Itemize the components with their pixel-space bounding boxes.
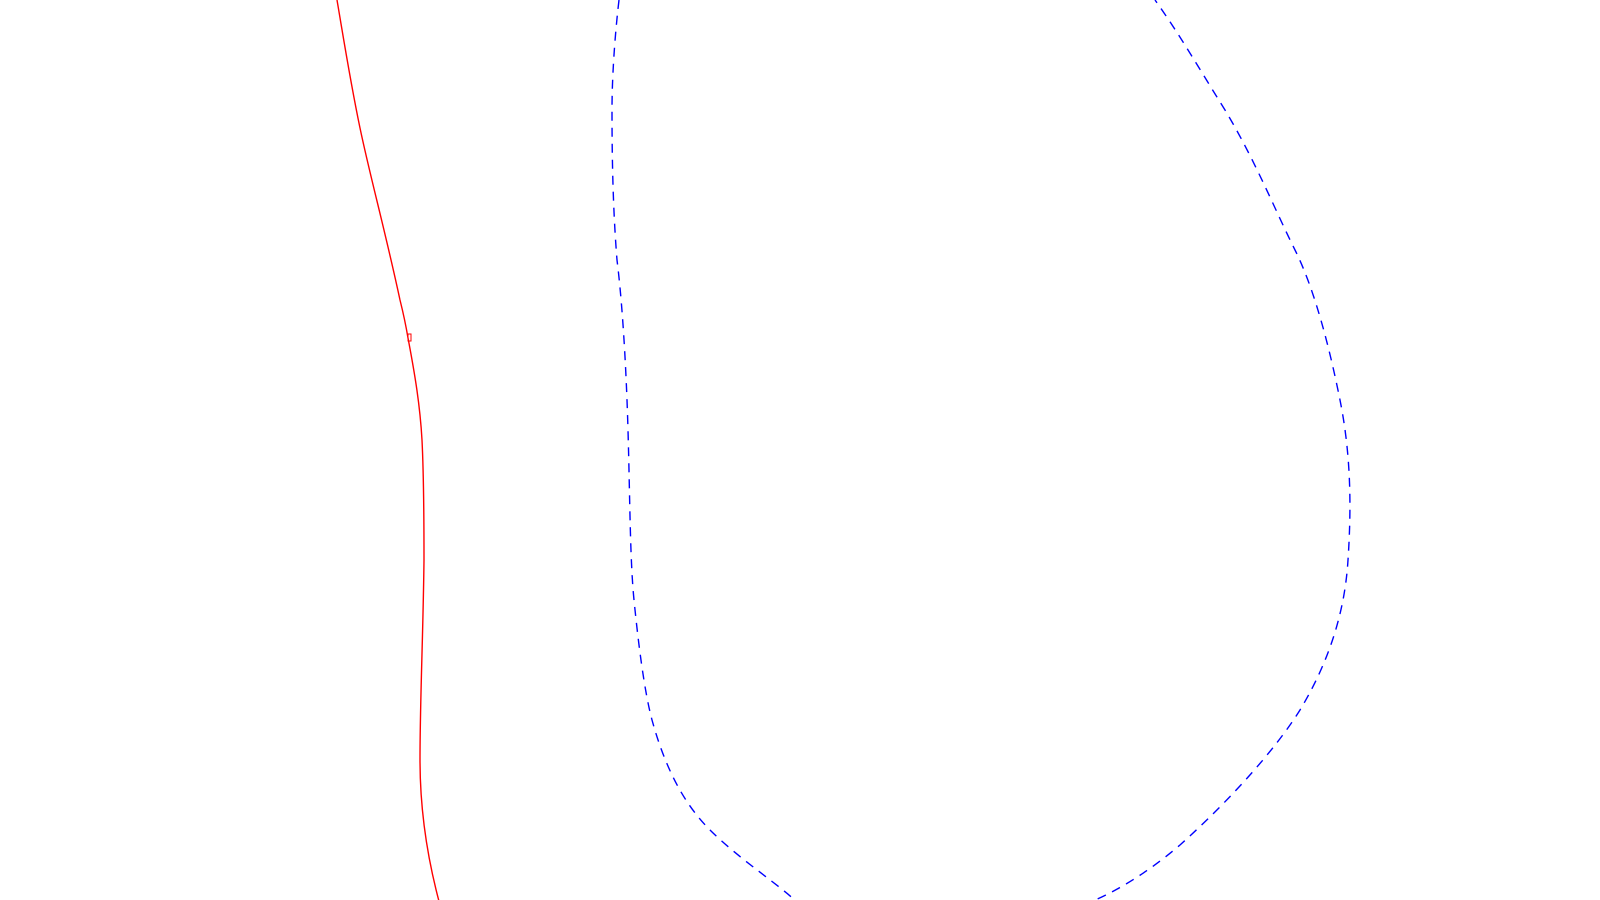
point-marker xyxy=(407,333,412,342)
dashed-blue-curve xyxy=(611,0,1351,900)
solid-red-curve xyxy=(336,0,440,900)
